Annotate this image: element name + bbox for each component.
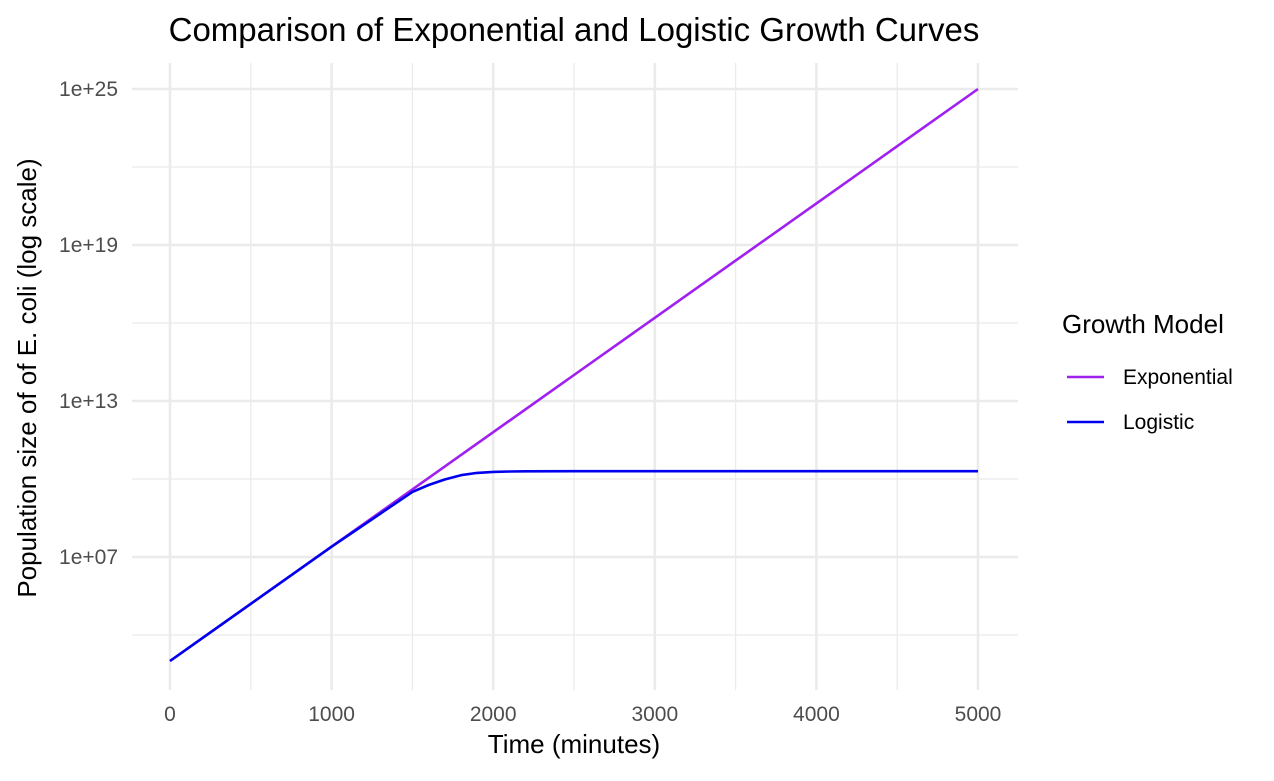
grid-layer <box>132 63 1018 690</box>
series-layer <box>169 87 979 663</box>
x-tick-label: 0 <box>164 703 176 726</box>
legend-items: Exponential Logistic <box>1067 366 1233 434</box>
legend: Growth Model Exponential Logistic <box>1062 309 1233 434</box>
y-tick-label: 1e+19 <box>59 234 118 257</box>
series-line-logistic <box>169 469 978 663</box>
x-tick-label: 5000 <box>955 703 1002 726</box>
tick-label-layer: 0 1000 2000 3000 4000 5000 1e+07 1e+13 1e+19 1e+2… <box>59 78 1001 726</box>
x-tick-label: 1000 <box>308 703 355 726</box>
x-tick-label: 3000 <box>631 703 678 726</box>
legend-title: Growth Model <box>1062 309 1224 339</box>
x-tick-label: 2000 <box>470 703 517 726</box>
x-tick-label: 4000 <box>793 703 840 726</box>
y-tick-label: 1e+13 <box>59 390 118 413</box>
legend-label-logistic: Logistic <box>1123 411 1194 434</box>
x-axis-title: Time (minutes) <box>488 729 660 759</box>
legend-label-exponential: Exponential <box>1123 366 1233 389</box>
y-axis-title: Population size of of E. coli (log scale… <box>12 158 42 597</box>
y-tick-label: 1e+07 <box>59 546 118 569</box>
y-tick-label: 1e+25 <box>59 78 118 101</box>
chart-title: Comparison of Exponential and Logistic G… <box>169 11 980 48</box>
